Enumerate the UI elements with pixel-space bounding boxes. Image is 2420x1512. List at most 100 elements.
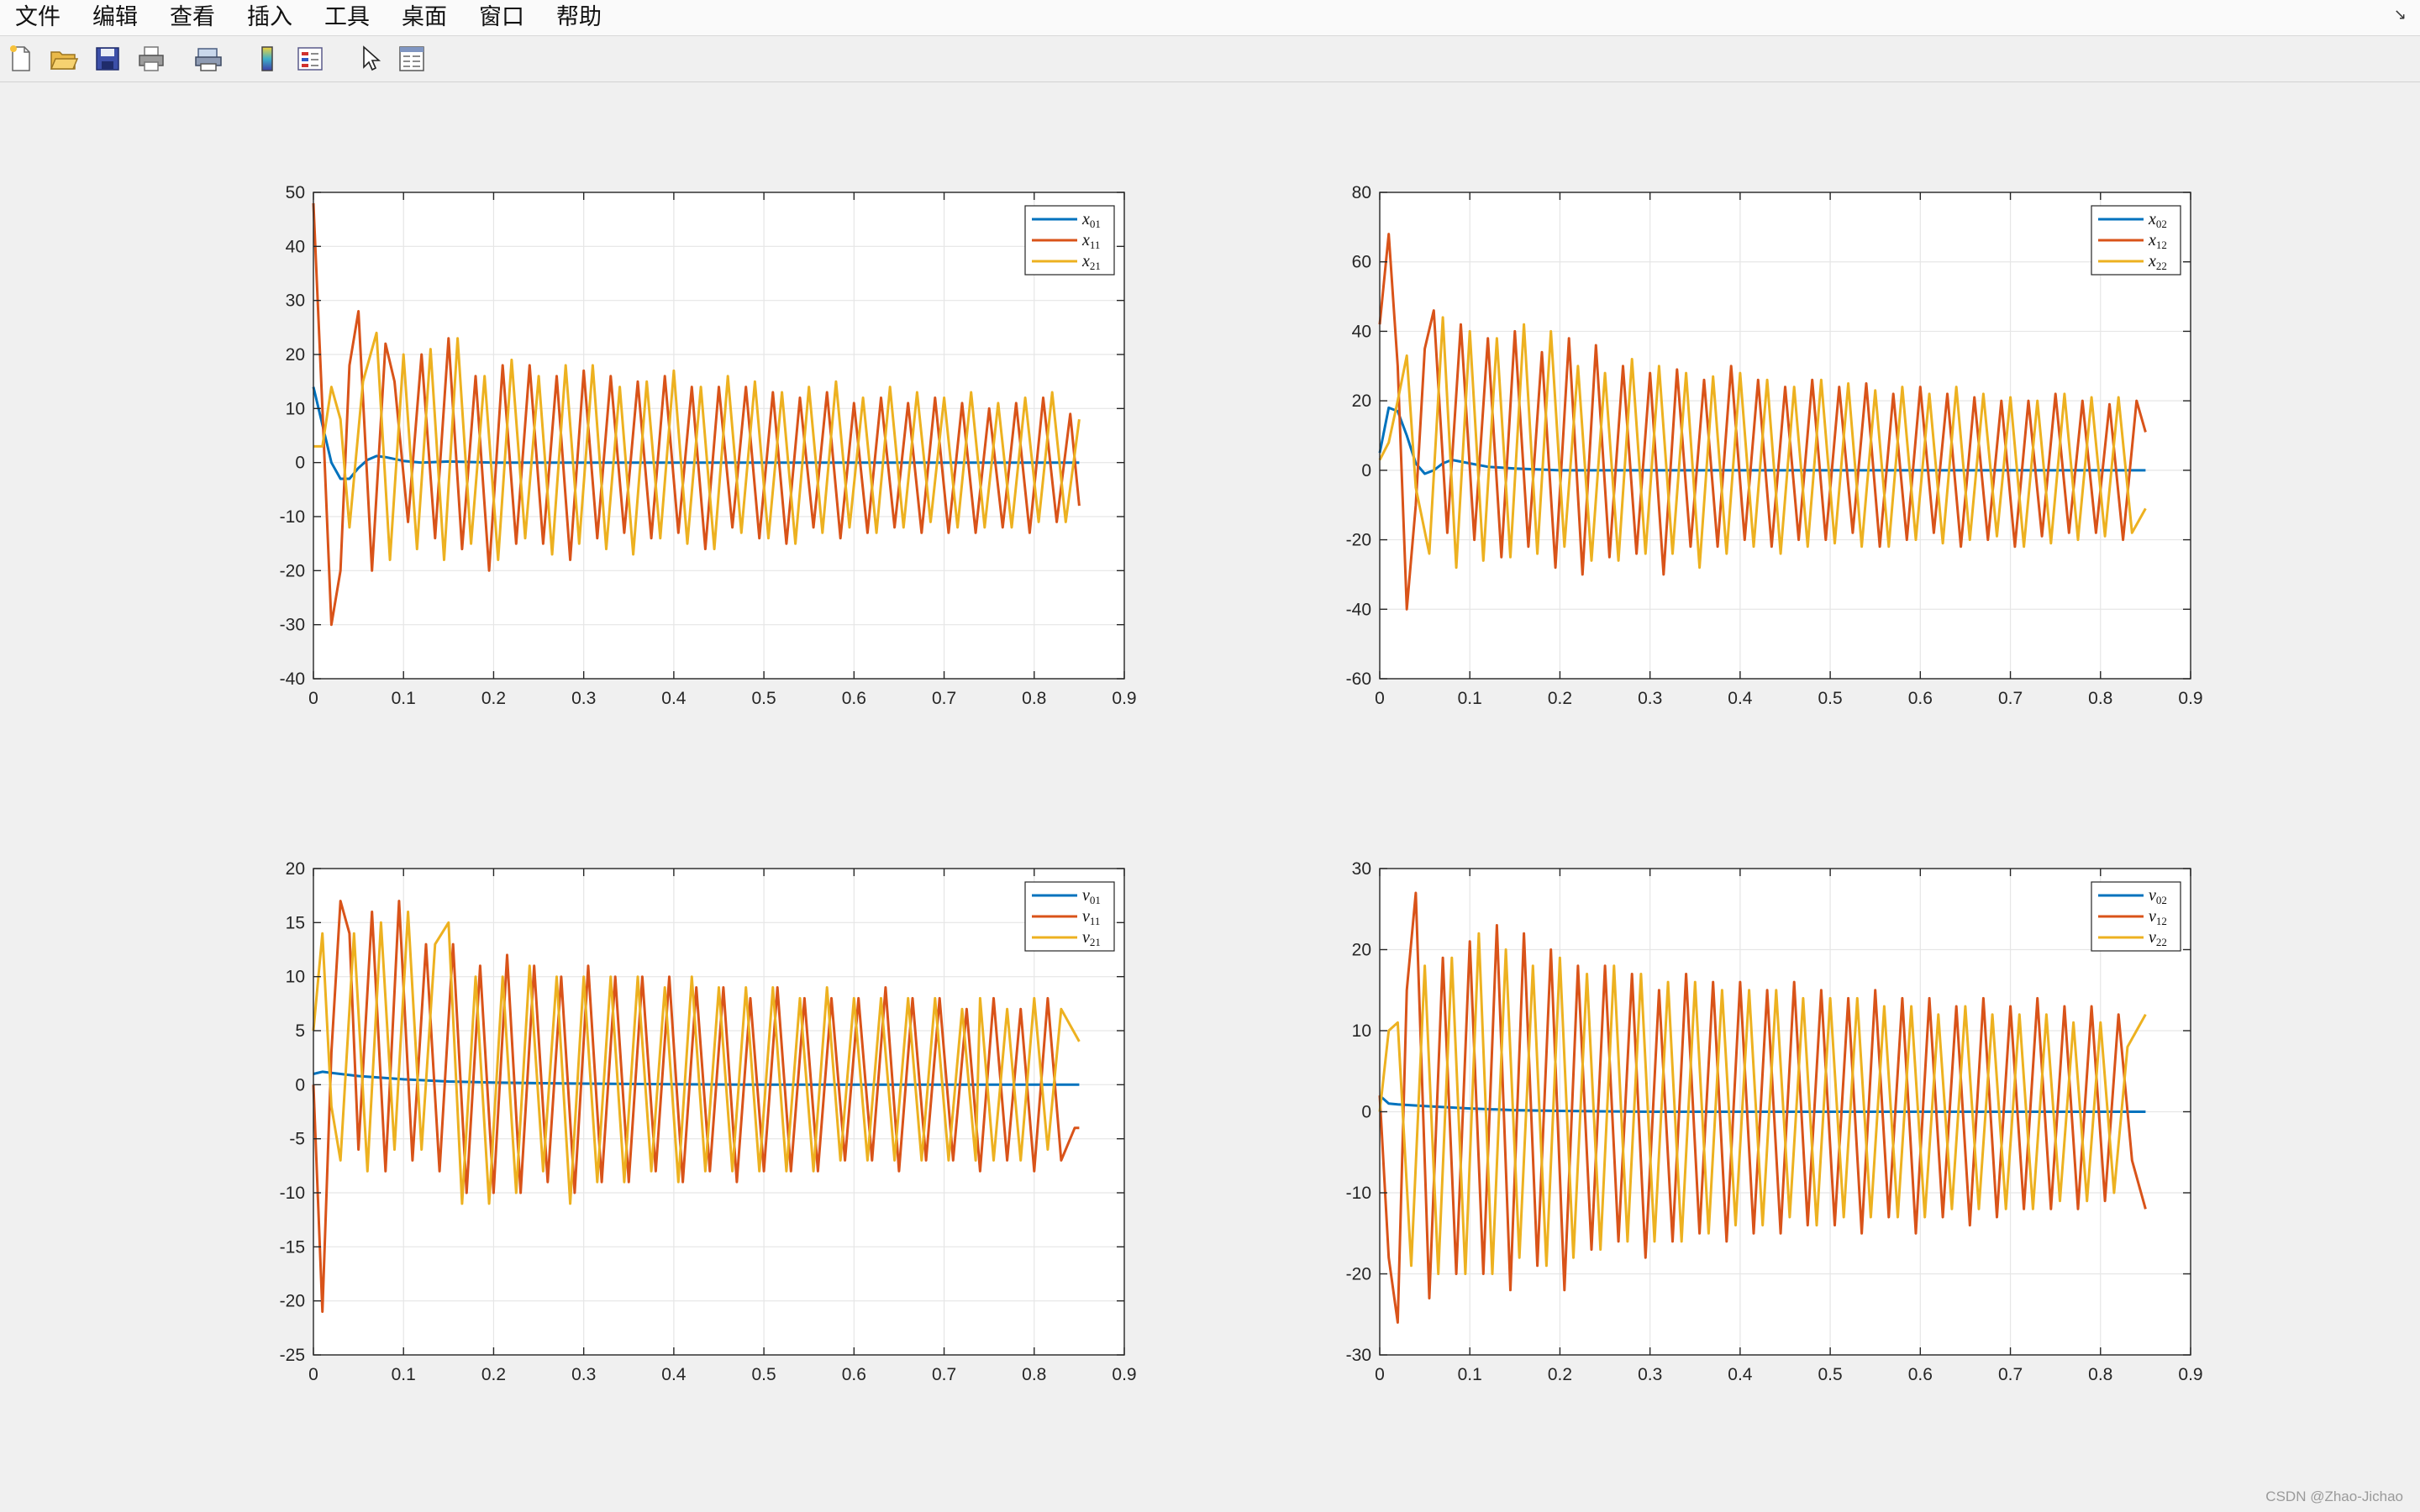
x-tick-label: 0.6 — [842, 689, 866, 708]
x-tick-label: 0.7 — [1998, 689, 2023, 708]
series-line-2 — [1378, 233, 2147, 611]
x-tick-label: 0.7 — [932, 689, 956, 708]
x-tick-label: 0.6 — [1908, 689, 1933, 708]
y-tick-label: -20 — [1346, 1265, 1371, 1284]
colorbar-icon[interactable] — [252, 44, 282, 74]
property-inspector-icon[interactable] — [397, 44, 427, 74]
y-tick-label: 80 — [1352, 183, 1371, 202]
menu-help[interactable]: 帮助 — [556, 4, 602, 30]
axes-box — [313, 868, 1125, 1356]
legend-entry: x01 — [1081, 210, 1101, 230]
y-tick-label: -30 — [280, 616, 305, 635]
x-tick-label: 0.9 — [1112, 689, 1136, 708]
series-line-2 — [312, 900, 1080, 1313]
legend-entry: v11 — [1082, 907, 1100, 927]
plot-area — [1380, 192, 2191, 679]
y-tick-label: 20 — [1352, 941, 1371, 960]
x-tick-label: 0.4 — [661, 689, 687, 708]
y-tick-label: 10 — [286, 399, 305, 418]
axes-2[interactable]: 0 0.1 0.2 0.3 0.4 0.5 0.6 0.7 0.8 0.9 -60 -40 -20 0 20… — [1346, 183, 2203, 708]
x-tick-label: 0.8 — [1022, 689, 1046, 708]
legend-entry: v21 — [1082, 928, 1101, 948]
y-tick-label: 40 — [286, 237, 305, 256]
legend-icon[interactable] — [295, 44, 325, 74]
menu-window[interactable]: 窗口 — [479, 4, 524, 30]
y-tick-label: -10 — [280, 1184, 305, 1203]
y-tick-label: -15 — [280, 1237, 305, 1257]
y-tick-label: 0 — [1361, 1103, 1371, 1122]
x-tick-label: 0.4 — [661, 1365, 687, 1384]
axes-box — [313, 192, 1125, 680]
x-tick-label: 0.4 — [1728, 689, 1753, 708]
x-tick-label: 0.7 — [932, 1365, 956, 1384]
print-icon[interactable] — [136, 44, 166, 74]
dock-arrow-icon[interactable]: ↘ — [2393, 6, 2407, 24]
save-icon[interactable] — [92, 44, 123, 74]
menu-insert[interactable]: 插入 — [247, 4, 292, 30]
y-tick-label: 0 — [295, 1075, 305, 1095]
y-tick-label: 15 — [286, 913, 305, 932]
series-line-3 — [313, 331, 1081, 561]
y-tick-label: 60 — [1352, 253, 1371, 272]
y-tick-label: 50 — [286, 183, 305, 202]
series-line-3 — [1378, 932, 2147, 1275]
open-file-icon[interactable] — [49, 44, 79, 74]
plot-area — [313, 192, 1124, 679]
menu-view[interactable]: 查看 — [170, 4, 215, 30]
axes-4[interactable]: 0 0.1 0.2 0.3 0.4 0.5 0.6 0.7 0.8 0.9 -30 -20 -10 0 10… — [1346, 859, 2203, 1384]
y-tick-label: -30 — [1346, 1346, 1371, 1365]
y-tick-label: 30 — [286, 291, 305, 311]
y-tick-label: 10 — [1352, 1021, 1371, 1041]
legend-entry: x02 — [2148, 210, 2167, 230]
x-tick-label: 0.5 — [1818, 689, 1843, 708]
axes-1[interactable]: 0 0.1 0.2 0.3 0.4 0.5 0.6 0.7 0.8 0.9 -40 -30 -20 -10… — [280, 183, 1137, 708]
y-tick-label: 40 — [1352, 322, 1371, 341]
y-tick-label: -20 — [280, 1292, 305, 1311]
x-tick-label: 0.4 — [1728, 1365, 1753, 1384]
x-tick-label: 0.3 — [1638, 1365, 1662, 1384]
y-tick-label: 20 — [286, 345, 305, 365]
y-tick-label: 0 — [1361, 461, 1371, 480]
y-tick-label: -10 — [1346, 1184, 1371, 1203]
legend-entry: x21 — [1081, 252, 1101, 272]
x-tick-label: 0.9 — [2178, 689, 2202, 708]
x-tick-label: 0.9 — [1112, 1365, 1136, 1384]
menu-bar: 文件 编辑 查看 插入 工具 桌面 窗口 帮助 ↘ — [0, 0, 2420, 36]
menu-tools[interactable]: 工具 — [324, 4, 370, 30]
y-tick-label: -25 — [280, 1346, 305, 1365]
series-line-2 — [312, 202, 1081, 627]
watermark: CSDN @Zhao-Jichao — [2265, 1488, 2403, 1504]
y-tick-label: 20 — [1352, 391, 1371, 411]
series-line-3 — [1378, 316, 2147, 570]
x-tick-label: 0.8 — [1022, 1365, 1046, 1384]
axes-3[interactable]: 0 0.1 0.2 0.3 0.4 0.5 0.6 0.7 0.8 0.9 -25 -20 -15 -10… — [280, 859, 1137, 1384]
y-tick-label: -40 — [280, 669, 305, 689]
x-tick-label: 0.7 — [1998, 1365, 2023, 1384]
x-tick-label: 0.2 — [481, 1365, 506, 1384]
x-tick-label: 0.6 — [1908, 1365, 1933, 1384]
x-tick-label: 0.1 — [1458, 689, 1482, 708]
y-tick-label: -10 — [280, 507, 305, 527]
menu-file[interactable]: 文件 — [15, 4, 60, 30]
menu-edit[interactable]: 编辑 — [92, 4, 138, 30]
legend-entry: v02 — [2149, 886, 2167, 906]
legend-entry: v12 — [2149, 907, 2167, 927]
pointer-icon[interactable] — [355, 44, 385, 74]
x-tick-label: 0.3 — [571, 689, 596, 708]
new-figure-icon[interactable] — [6, 44, 36, 74]
x-tick-label: 0.3 — [1638, 689, 1662, 708]
x-tick-label: 0.8 — [2088, 1365, 2112, 1384]
menu-desktop[interactable]: 桌面 — [402, 4, 447, 30]
legend-entry: x22 — [2148, 252, 2167, 272]
x-tick-label: 0.5 — [752, 689, 776, 708]
x-tick-label: 0 — [1375, 1365, 1385, 1384]
legend-entry: x12 — [2148, 231, 2167, 251]
print-preview-icon[interactable] — [193, 44, 224, 74]
y-tick-label: -5 — [289, 1130, 305, 1149]
x-tick-label: 0.3 — [571, 1365, 596, 1384]
x-tick-label: 0 — [1375, 689, 1385, 708]
